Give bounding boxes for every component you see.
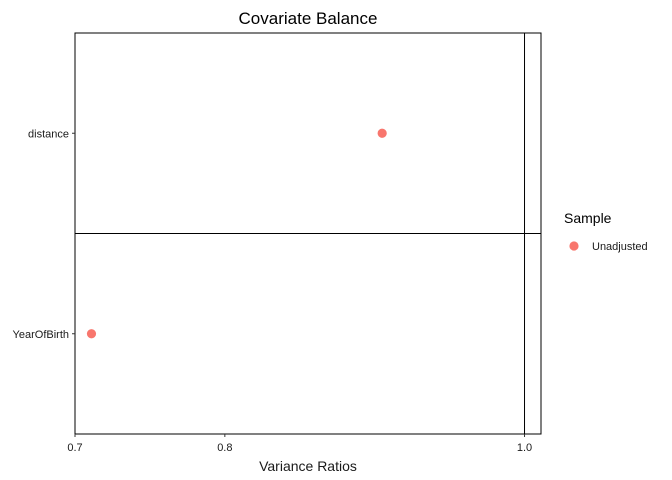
legend-items: Unadjusted [569, 241, 648, 253]
y-tick-label: YearOfBirth [13, 329, 69, 341]
legend: Sample Unadjusted [564, 210, 648, 253]
legend-key [569, 241, 579, 251]
y-tick-label: distance [28, 128, 69, 140]
legend-title: Sample [564, 210, 612, 226]
panel-distance [74, 32, 542, 234]
data-points [86, 128, 387, 339]
y-axis: distance YearOfBirth [13, 128, 75, 341]
x-tick-label: 0.7 [67, 442, 82, 454]
panel-yearofbirth [74, 233, 542, 435]
x-axis: 0.7 0.8 1.0 [67, 434, 532, 454]
plot-panels [74, 32, 542, 435]
x-tick-label: 0.8 [217, 442, 232, 454]
x-axis-title: Variance Ratios [259, 458, 357, 474]
legend-label: Unadjusted [592, 241, 648, 253]
point-distance [377, 128, 387, 138]
chart-title: Covariate Balance [239, 9, 378, 28]
point-yearofbirth [86, 329, 97, 339]
x-tick-label: 1.0 [517, 442, 532, 454]
